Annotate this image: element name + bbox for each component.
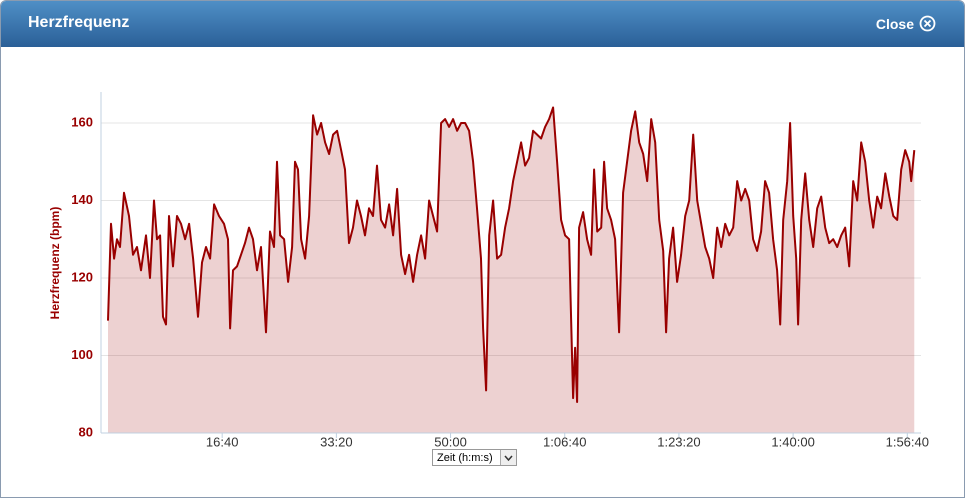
y-tick-label: 140: [71, 192, 93, 207]
x-tick-label: 33:20: [320, 434, 353, 449]
dialog-header: Herzfrequenz Close: [1, 1, 964, 47]
close-label[interactable]: Close: [875, 15, 914, 32]
area-fill: [108, 107, 915, 433]
x-axis-select[interactable]: Zeit (h:m:s): [432, 449, 517, 466]
x-tick-label: 1:06:40: [543, 434, 586, 449]
y-tick-label: 160: [71, 114, 93, 129]
y-tick-label: 80: [79, 424, 93, 439]
y-axis-label: Herzfrequenz (bpm): [48, 207, 62, 320]
x-tick-label: 1:40:00: [771, 434, 814, 449]
select-label[interactable]: Zeit (h:m:s): [437, 452, 493, 464]
heart-rate-line: [107, 106, 916, 403]
x-tick-label: 1:56:40: [886, 434, 929, 449]
close-icon[interactable]: [919, 15, 936, 32]
y-tick-label: 120: [71, 269, 93, 284]
select-arrow[interactable]: [500, 450, 516, 465]
dialog-title: Herzfrequenz: [28, 14, 130, 31]
x-tick-label: 1:23:20: [657, 434, 700, 449]
x-tick-label: 16:40: [206, 434, 239, 449]
close-button[interactable]: Close: [876, 15, 936, 32]
y-tick-label: 100: [71, 347, 93, 362]
x-tick-label: 50:00: [434, 434, 467, 449]
